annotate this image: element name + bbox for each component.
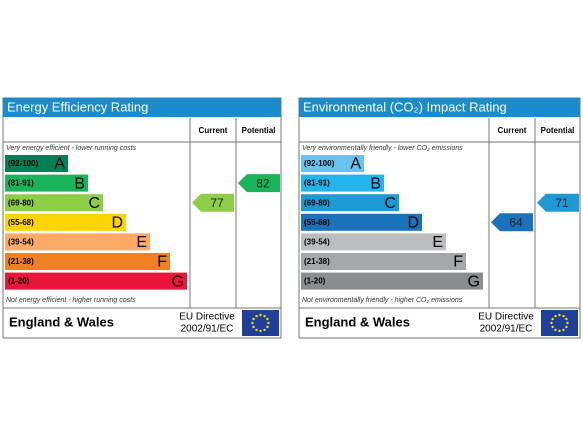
band-range: (69-80): [304, 198, 330, 207]
rating-value: 64: [509, 215, 523, 229]
eu-star: [566, 321, 569, 325]
band-letter: A: [350, 156, 361, 173]
band-letter: E: [136, 234, 147, 251]
band: [301, 155, 364, 172]
directive: EU Directive: [179, 312, 235, 323]
rating-value: 71: [555, 196, 569, 210]
band-letter: E: [432, 234, 443, 251]
eu-star: [562, 328, 565, 332]
rating-arrow: [238, 174, 280, 193]
column-header: Potential: [541, 126, 575, 135]
band-range: (1-20): [8, 277, 30, 286]
eu-star: [255, 314, 258, 318]
directive: 2002/91/EC: [181, 324, 234, 335]
eu-star: [263, 328, 266, 332]
band-range: (39-54): [8, 238, 34, 247]
band-range: (81-91): [8, 179, 34, 188]
band-letter: C: [384, 195, 396, 212]
eu-star: [267, 321, 270, 325]
directive: 2002/91/EC: [480, 324, 533, 335]
rating-arrow: [192, 193, 234, 212]
band-range: (55-68): [8, 218, 34, 227]
band: [301, 213, 422, 231]
band: [5, 253, 170, 270]
rating-arrow: [537, 193, 579, 212]
eu-star: [551, 325, 554, 329]
rating-value: 77: [210, 196, 224, 210]
band-letter: G: [468, 273, 480, 290]
band: [301, 174, 384, 192]
band-letter: F: [157, 254, 167, 271]
band-letter: A: [54, 156, 65, 173]
rating-panel: Energy Efficiency Rating Current Potential…: [2, 97, 282, 339]
eu-star: [558, 313, 561, 317]
band-range: (21-38): [8, 257, 34, 266]
band-letter: C: [88, 195, 100, 212]
rating-panel: Environmental (CO₂) Impact Rating Current…: [298, 97, 581, 339]
region: England & Wales: [305, 314, 410, 329]
eu-star: [550, 321, 553, 325]
band: [5, 194, 103, 212]
band: [5, 272, 187, 290]
bottom-note: Not environmentally friendly - higher CO…: [302, 297, 463, 304]
band-range: (92-100): [8, 159, 39, 168]
column-header: Current: [498, 126, 527, 135]
rating-arrow: [491, 213, 533, 232]
eu-star: [251, 321, 254, 325]
band: [301, 233, 446, 251]
eu-star: [266, 325, 269, 329]
band-range: (55-68): [304, 218, 330, 227]
bottom-note: Not energy efficient - higher running co…: [6, 297, 136, 304]
title-bar: [3, 98, 281, 117]
eu-star: [562, 314, 565, 318]
eu-star: [259, 313, 262, 317]
panel-title: Environmental (CO₂) Impact Rating: [303, 99, 507, 114]
eu-star: [252, 317, 255, 321]
eu-star: [252, 325, 255, 329]
rating-value: 82: [256, 176, 270, 190]
band-letter: G: [172, 273, 184, 290]
eu-star: [565, 317, 568, 321]
eu-star: [565, 325, 568, 329]
band: [301, 253, 466, 270]
band: [5, 233, 150, 251]
eu-star: [259, 329, 262, 333]
band-range: (1-20): [304, 277, 326, 286]
band-range: (92-100): [304, 159, 335, 168]
eu-star: [263, 314, 266, 318]
band-letter: D: [111, 215, 123, 232]
region: England & Wales: [9, 314, 114, 329]
band: [5, 213, 126, 231]
eu-star: [266, 317, 269, 321]
band-letter: B: [74, 175, 85, 192]
band-letter: B: [370, 175, 381, 192]
column-header: Current: [199, 126, 228, 135]
band: [5, 155, 68, 172]
eu-star: [255, 328, 258, 332]
column-header: Potential: [242, 126, 276, 135]
band-range: (69-80): [8, 198, 34, 207]
band-letter: F: [453, 254, 463, 271]
band-range: (21-38): [304, 257, 330, 266]
eu-star: [554, 314, 557, 318]
panel-title: Energy Efficiency Rating: [7, 99, 148, 114]
band: [5, 174, 88, 192]
eu-star: [558, 329, 561, 333]
band-range: (39-54): [304, 238, 330, 247]
eu-star: [551, 317, 554, 321]
band-range: (81-91): [304, 179, 330, 188]
band: [301, 194, 399, 212]
top-note: Very environmentally friendly - lower CO…: [302, 145, 463, 152]
band: [301, 272, 483, 290]
band-letter: D: [407, 215, 419, 232]
title-bar: [299, 98, 580, 117]
directive: EU Directive: [478, 312, 534, 323]
eu-star: [554, 328, 557, 332]
top-note: Very energy efficient - lower running co…: [6, 145, 137, 152]
